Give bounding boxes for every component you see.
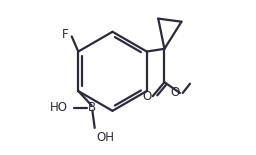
Text: O: O: [171, 86, 180, 100]
Text: O: O: [142, 90, 151, 103]
Text: F: F: [62, 28, 68, 41]
Text: HO: HO: [50, 101, 68, 114]
Text: OH: OH: [96, 131, 114, 144]
Text: B: B: [88, 101, 96, 114]
